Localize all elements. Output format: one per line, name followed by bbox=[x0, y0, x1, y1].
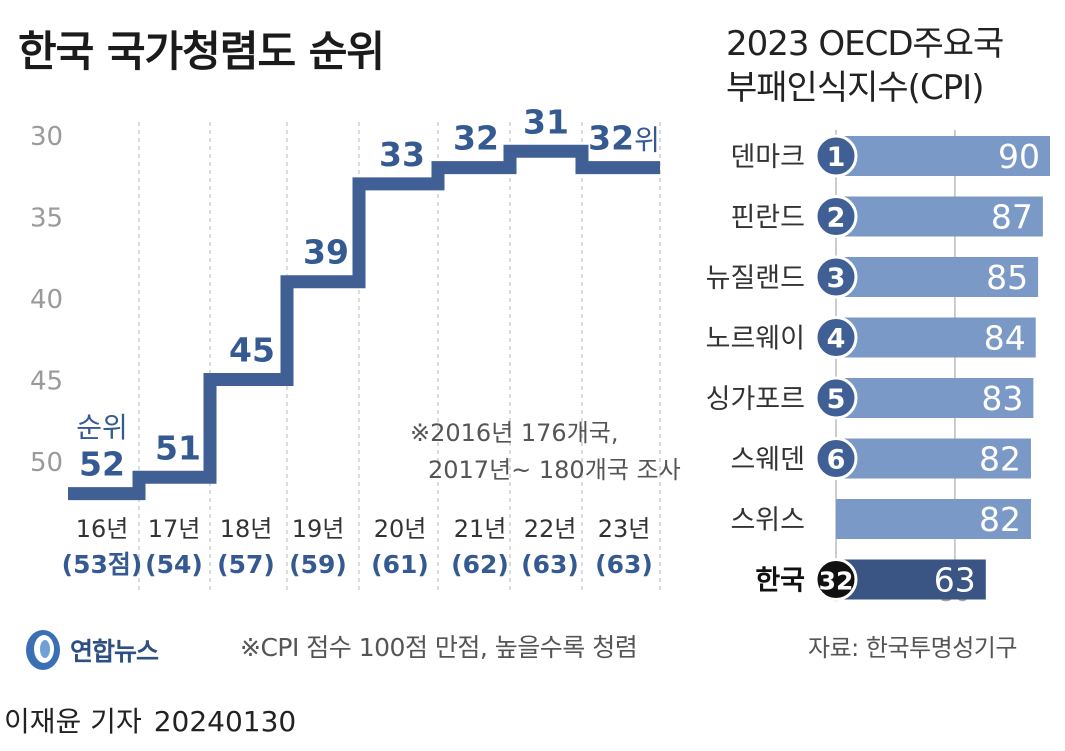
cpi-value-label: 87 bbox=[991, 198, 1033, 237]
rank-circle bbox=[814, 376, 858, 420]
yonhap-logo: 연합뉴스 bbox=[22, 626, 159, 674]
country-label: 뉴질랜드 bbox=[706, 263, 805, 294]
x-category-label: 20년 bbox=[374, 515, 427, 543]
country-label: 한국 bbox=[755, 566, 805, 597]
country-label: 노르웨이 bbox=[706, 324, 805, 355]
rank-circle bbox=[814, 316, 858, 359]
rank-number: 32 bbox=[819, 567, 854, 596]
x-score-label: (53점) bbox=[62, 550, 143, 579]
rank-number: 2 bbox=[827, 203, 846, 234]
cpi-value-label: 84 bbox=[984, 319, 1026, 358]
reporter-name: 이재윤 기자 bbox=[4, 705, 142, 738]
cpi-chart-title: 2023 OECD주요국 부패인식지수(CPI) bbox=[726, 22, 1004, 110]
rank-value-label: 52 bbox=[79, 445, 125, 484]
rank-circle bbox=[814, 195, 858, 238]
x-score-label: (57) bbox=[217, 550, 275, 579]
rank-number: 4 bbox=[827, 324, 846, 355]
country-label: 싱가포르 bbox=[706, 384, 805, 415]
rank-value-label: 39 bbox=[303, 233, 349, 272]
chart-title: 한국 국가청렴도 순위 bbox=[18, 27, 385, 76]
x-category-label: 22년 bbox=[524, 515, 577, 543]
x-category-label: 16년 bbox=[76, 515, 129, 543]
x-score-label: (61) bbox=[371, 550, 429, 579]
reporter-date: 20240130 bbox=[153, 705, 297, 738]
cpi-title-line-2: 부패인식지수(CPI) bbox=[726, 68, 984, 108]
country-label: 덴마크 bbox=[730, 142, 805, 173]
cpi-bar bbox=[836, 378, 1034, 418]
y-tick-label: 50 bbox=[30, 448, 63, 478]
rank-number: 1 bbox=[827, 142, 846, 173]
x-score-label: (63) bbox=[595, 550, 653, 579]
cpi-title-line-1: 2023 OECD주요국 bbox=[726, 24, 1004, 64]
x-score-label: (63) bbox=[521, 550, 579, 579]
survey-note-line: ※2016년 176개국, bbox=[410, 419, 619, 447]
source-text: 자료: 한국투명성기구 bbox=[808, 634, 1017, 662]
rank-value-label: 31 bbox=[523, 102, 569, 141]
x-score-label: (59) bbox=[289, 550, 347, 579]
country-label: 스웨덴 bbox=[730, 445, 805, 476]
y-tick-label: 30 bbox=[30, 122, 63, 152]
x-category-label: 17년 bbox=[148, 515, 201, 543]
series-label: 순위 bbox=[76, 411, 128, 444]
y-tick-label: 35 bbox=[30, 204, 63, 234]
cpi-value-label: 83 bbox=[981, 379, 1023, 418]
cpi-bar bbox=[836, 136, 1050, 176]
y-tick-label: 45 bbox=[30, 367, 63, 397]
cpi-value-label: 85 bbox=[986, 258, 1028, 297]
rank-value-label: 33 bbox=[379, 135, 425, 174]
y-tick-label: 40 bbox=[30, 285, 63, 315]
cpi-value-label: 90 bbox=[998, 137, 1040, 176]
rank-circle bbox=[814, 558, 858, 601]
cpi-footnote: ※CPI 점수 100점 만점, 높을수록 청렴 bbox=[240, 633, 638, 662]
rank-step-line bbox=[68, 144, 660, 501]
x-category-label: 19년 bbox=[292, 515, 345, 543]
cpi-value-label: 82 bbox=[979, 500, 1021, 539]
rank-circle bbox=[814, 134, 858, 178]
country-label: 핀란드 bbox=[730, 203, 805, 234]
rank-value-label: 32 bbox=[453, 119, 499, 158]
rank-value-label: 45 bbox=[229, 331, 275, 370]
yonhap-logo-text: 연합뉴스 bbox=[70, 637, 159, 666]
rank-number: 6 bbox=[827, 445, 846, 476]
cpi-bar bbox=[836, 257, 1039, 297]
cpi-bar bbox=[836, 196, 1043, 237]
cpi-bar bbox=[836, 559, 986, 600]
rank-number: 5 bbox=[827, 384, 846, 415]
country-label: 스위스 bbox=[730, 505, 805, 536]
rank-circle bbox=[814, 437, 858, 480]
x-category-label: 23년 bbox=[598, 515, 651, 543]
rank-value-label: 51 bbox=[155, 428, 201, 467]
yonhap-logo-icon bbox=[26, 630, 60, 670]
reporter-credit: 이재윤 기자 20240130 bbox=[4, 700, 308, 740]
survey-note-line: 2017년~ 180개국 조사 bbox=[428, 456, 681, 484]
cpi-bar bbox=[836, 438, 1031, 479]
cpi-bar bbox=[836, 499, 1031, 539]
cpi-value-label: 82 bbox=[979, 440, 1021, 479]
x-category-label: 21년 bbox=[454, 515, 507, 543]
x-category-label: 18년 bbox=[220, 515, 273, 543]
x-score-label: (54) bbox=[145, 550, 203, 579]
rank-value-label: 32위 bbox=[588, 119, 660, 158]
rank-circle bbox=[814, 255, 858, 299]
cpi-value-label: 63 bbox=[934, 561, 976, 600]
rank-number: 3 bbox=[827, 263, 846, 294]
cpi-bar bbox=[836, 317, 1036, 358]
x-score-label: (62) bbox=[451, 550, 509, 579]
